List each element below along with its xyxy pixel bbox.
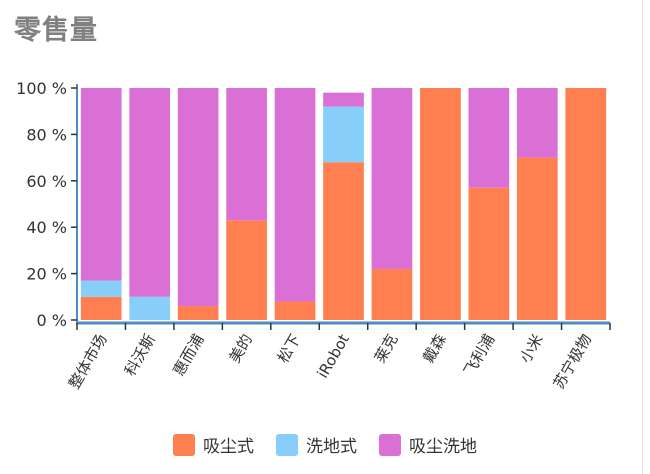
x-tick-label: iRobot [314,331,353,381]
legend-item[interactable]: 洗地式 [276,432,357,457]
x-tick-label: 苏宁极物 [550,331,596,392]
bar-segment-3 [129,88,171,297]
bar-segment-1 [177,306,219,320]
legend-swatch [276,433,298,456]
chart-title: 零售量 [14,15,98,46]
legend-swatch [379,433,401,456]
bar-segment-2 [129,296,171,320]
x-tick-label: 惠而浦 [170,331,208,379]
y-tick-label: 0 % [37,311,67,330]
legend-label: 吸尘式 [203,437,254,457]
bar-segment-3 [80,88,122,281]
bar-segment-1 [420,88,461,320]
bar-segment-3 [274,88,316,302]
bar-segment-2 [323,106,364,163]
bar-segment-3 [516,88,558,158]
chart-legend: 吸尘式 洗地式 吸尘洗地 [0,432,650,457]
x-tick-label: 科沃斯 [121,331,159,379]
bar-segment-1 [468,187,510,320]
bar-segment-3 [226,88,267,221]
y-tick-label: 60 % [26,172,67,191]
bar-segment-1 [226,220,267,320]
x-tick-label: 松下 [274,331,305,366]
legend-label: 洗地式 [306,437,357,457]
legend-label: 吸尘洗地 [409,437,477,457]
bar-segment-1 [323,162,364,320]
bar-segment-1 [565,88,607,320]
legend-item[interactable]: 吸尘式 [173,432,254,457]
x-tick-label: 小米 [516,331,547,366]
bar-segment-3 [177,88,219,307]
bar-segment-1 [516,157,558,320]
bar-segment-2 [80,280,122,297]
x-tick-label: 戴森 [419,331,450,366]
bar-segment-3 [323,92,364,107]
bar-segment-1 [274,301,316,320]
x-tick-label: 整体市场 [65,331,111,392]
y-tick-label: 100 % [16,79,67,98]
x-tick-label: 美的 [225,331,256,366]
y-tick-label: 20 % [26,265,67,284]
legend-swatch [173,433,195,456]
bar-segment-3 [371,88,413,269]
bar-segment-3 [468,88,510,188]
y-tick-label: 80 % [26,125,67,144]
legend-item[interactable]: 吸尘洗地 [379,432,477,457]
bar-segment-1 [80,296,122,320]
y-tick-label: 40 % [26,218,67,237]
x-tick-label: 莱克 [371,331,402,366]
x-tick-label: 飞利浦 [460,331,498,379]
bar-segment-1 [371,268,413,320]
